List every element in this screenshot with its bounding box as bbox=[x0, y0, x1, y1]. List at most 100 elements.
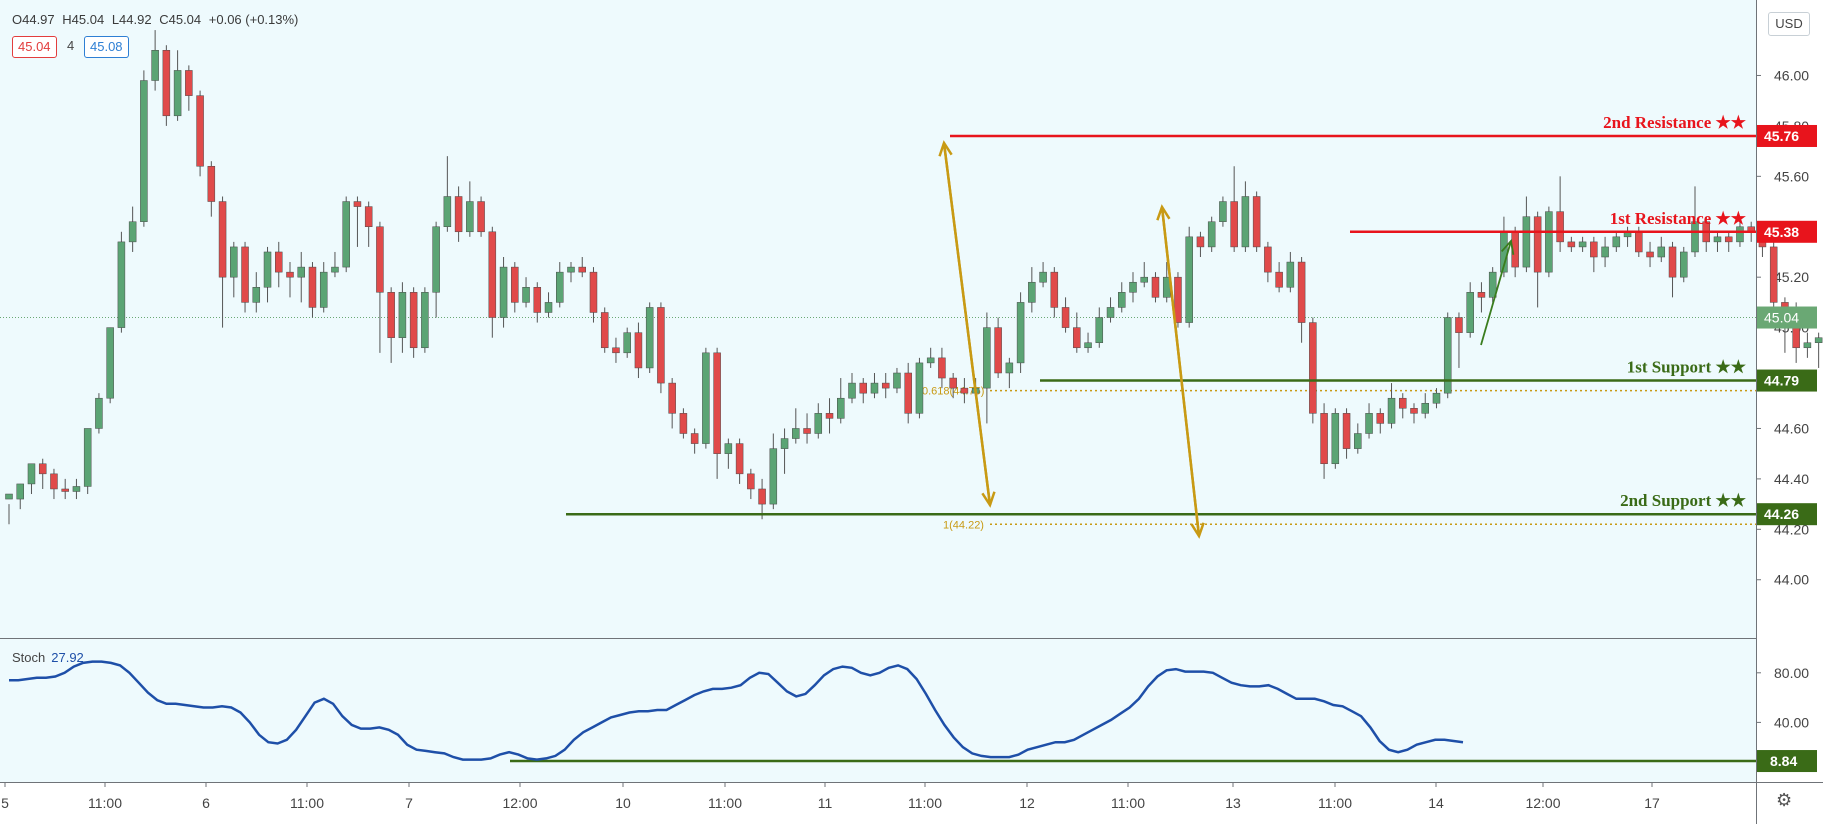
candle-down bbox=[454, 196, 463, 233]
candle-up bbox=[1432, 392, 1441, 404]
projection-arrow-head bbox=[1500, 239, 1515, 255]
x-tick-label: 11:00 bbox=[1318, 795, 1352, 811]
candle-down bbox=[308, 266, 317, 308]
candle-up bbox=[5, 493, 13, 500]
candle-up bbox=[421, 292, 429, 349]
candle-down bbox=[1477, 292, 1486, 298]
candle-up bbox=[173, 70, 182, 117]
candle-down bbox=[938, 357, 946, 379]
candle-up bbox=[466, 201, 474, 233]
candle-up bbox=[297, 266, 305, 278]
candle-up bbox=[814, 413, 823, 434]
x-tick-label: 11:00 bbox=[1111, 795, 1145, 811]
candle-down bbox=[690, 433, 699, 444]
candle-up bbox=[342, 201, 350, 268]
candle-down bbox=[949, 377, 957, 389]
candle-up bbox=[1207, 221, 1216, 248]
candle-up bbox=[1241, 196, 1250, 248]
candle-up bbox=[567, 266, 575, 273]
spread-value: 4 bbox=[67, 38, 75, 53]
candle-up bbox=[151, 50, 159, 81]
candle-up bbox=[95, 397, 103, 429]
level-label: 1st Support ★★ bbox=[1627, 358, 1747, 377]
buy-price-button[interactable]: 45.08 bbox=[84, 36, 129, 58]
candle-up bbox=[1578, 241, 1587, 248]
ohlc-readout: O44.97 H45.04 L44.92 C45.04 +0.06 (+0.13… bbox=[12, 12, 302, 27]
candle-down bbox=[162, 50, 171, 117]
settings-gear-icon[interactable]: ⚙ bbox=[1776, 790, 1793, 810]
candle-down bbox=[1646, 251, 1654, 258]
candle-up bbox=[926, 357, 935, 364]
x-tick-label: 7 bbox=[405, 795, 413, 811]
stoch-name: Stoch bbox=[12, 650, 46, 665]
high-value: H45.04 bbox=[62, 12, 105, 27]
close-value: C45.04 bbox=[159, 12, 202, 27]
candle-up bbox=[780, 438, 789, 449]
candle-down bbox=[50, 473, 58, 490]
projection-arrow bbox=[1480, 240, 1512, 346]
candle-down bbox=[61, 488, 69, 492]
currency-button[interactable]: USD bbox=[1768, 12, 1810, 36]
candle-down bbox=[1297, 261, 1306, 323]
candle-down bbox=[196, 95, 204, 167]
candle-down bbox=[1264, 246, 1272, 273]
x-tick-label: 17 bbox=[1644, 795, 1660, 811]
candle-down bbox=[960, 387, 969, 394]
candle-down bbox=[758, 488, 766, 505]
candle-up bbox=[544, 302, 553, 313]
candle-down bbox=[1050, 271, 1059, 308]
candle-up bbox=[117, 241, 126, 328]
candle-up bbox=[398, 292, 407, 338]
candle-down bbox=[1724, 236, 1733, 243]
y-tick-label: 45.60 bbox=[1774, 168, 1809, 184]
candle-down bbox=[533, 287, 542, 313]
level-price-tag bbox=[1757, 220, 1817, 243]
candle-up bbox=[443, 196, 452, 228]
candle-up bbox=[1466, 292, 1474, 333]
x-tick-label: 6 bbox=[202, 795, 210, 811]
candle-down bbox=[241, 246, 249, 303]
candle-up bbox=[1657, 246, 1666, 258]
low-value: L44.92 bbox=[111, 12, 152, 27]
candle-up bbox=[1084, 342, 1092, 349]
candle-down bbox=[38, 463, 47, 475]
candle-up bbox=[1680, 251, 1688, 278]
candle-up bbox=[702, 352, 710, 444]
x-tick-label: 5 bbox=[1, 795, 9, 811]
fib-arrow-down bbox=[942, 142, 992, 506]
candle-up bbox=[1601, 246, 1609, 258]
fib-arrow-down-head bbox=[981, 491, 996, 508]
candle-up bbox=[1095, 317, 1104, 343]
y-tick-label: 46.00 bbox=[1774, 67, 1809, 83]
candle-up bbox=[27, 463, 36, 485]
candle-up bbox=[1028, 281, 1036, 303]
level-price-tag bbox=[1757, 503, 1817, 526]
candle-down bbox=[286, 271, 294, 278]
candle-down bbox=[477, 201, 485, 233]
candle-down bbox=[1061, 307, 1070, 328]
candle-up bbox=[556, 271, 564, 303]
stoch-threshold-tag bbox=[1757, 750, 1817, 773]
x-tick-label: 12:00 bbox=[1525, 795, 1560, 811]
candle-up bbox=[837, 397, 845, 419]
candle-up bbox=[1387, 397, 1396, 424]
y-tick-label: 44.00 bbox=[1774, 572, 1809, 588]
candle-down bbox=[1590, 241, 1598, 258]
candle-down bbox=[713, 352, 721, 454]
candle-down bbox=[185, 70, 193, 96]
stoch-tick-label: 80.00 bbox=[1774, 665, 1809, 681]
x-tick-label: 13 bbox=[1225, 795, 1241, 811]
candle-down bbox=[994, 327, 1002, 374]
y-tick-label: 44.20 bbox=[1774, 521, 1809, 537]
fib-arrow-down-2-head bbox=[1190, 522, 1205, 539]
candle-down bbox=[589, 271, 598, 313]
candle-down bbox=[409, 292, 418, 349]
level-label: 2nd Support ★★ bbox=[1620, 491, 1747, 510]
candle-up bbox=[140, 80, 148, 222]
x-tick-label: 11:00 bbox=[908, 795, 942, 811]
candle-up bbox=[1612, 236, 1621, 248]
open-value: O44.97 bbox=[12, 12, 55, 27]
sell-price-button[interactable]: 45.04 bbox=[12, 36, 57, 58]
